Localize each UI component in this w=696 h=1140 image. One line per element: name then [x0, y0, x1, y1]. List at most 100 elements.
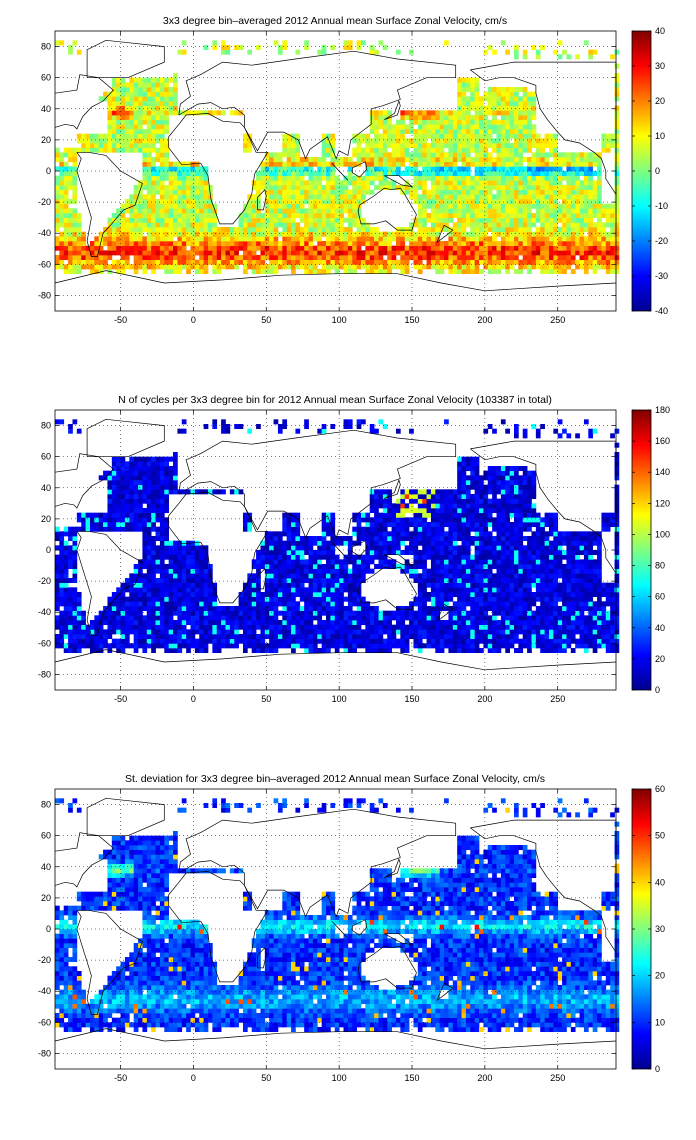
- heatmap-cell: [514, 236, 519, 242]
- heatmap-cell: [72, 152, 78, 158]
- heatmap-cell: [247, 49, 253, 55]
- heatmap-cell: [439, 269, 445, 275]
- heatmap-cell: [203, 269, 209, 275]
- heatmap-cell: [422, 596, 427, 602]
- heatmap-cell: [474, 250, 480, 256]
- heatmap-cell: [194, 166, 200, 172]
- heatmap-cell: [133, 629, 139, 635]
- heatmap-cell: [282, 199, 288, 205]
- heatmap-cell: [81, 133, 86, 139]
- heatmap-cell: [496, 175, 502, 181]
- heatmap-cell: [461, 601, 467, 607]
- heatmap-cell: [531, 194, 537, 200]
- heatmap-cell: [361, 250, 366, 256]
- heatmap-cell: [487, 648, 493, 654]
- heatmap-cell: [282, 161, 288, 167]
- heatmap-cell: [251, 255, 257, 261]
- heatmap-cell: [369, 161, 375, 167]
- heatmap-cell: [282, 227, 288, 233]
- heatmap-cell: [72, 601, 78, 607]
- heatmap-cell: [435, 269, 441, 275]
- heatmap-cell: [496, 601, 502, 607]
- heatmap-cell: [583, 213, 589, 219]
- heatmap-cell: [208, 222, 213, 228]
- heatmap-cell: [430, 601, 436, 607]
- heatmap-cell: [164, 91, 170, 97]
- heatmap-cell: [461, 236, 467, 242]
- heatmap-cell: [59, 236, 65, 242]
- heatmap-cell: [452, 231, 458, 237]
- heatmap-cell: [430, 606, 436, 612]
- heatmap-cell: [548, 208, 554, 214]
- heatmap-cell: [470, 96, 476, 102]
- heatmap-cell: [124, 629, 130, 635]
- heatmap-cell: [159, 129, 165, 135]
- heatmap-cell: [553, 133, 559, 139]
- heatmap-cell: [579, 152, 585, 158]
- heatmap-cell: [597, 606, 602, 612]
- heatmap-cell: [343, 264, 349, 270]
- heatmap-cell: [339, 185, 344, 191]
- heatmap-cell: [251, 222, 257, 228]
- heatmap-cell: [557, 634, 563, 640]
- heatmap-cell: [452, 199, 458, 205]
- heatmap-cell: [76, 222, 82, 228]
- heatmap-cell: [400, 129, 406, 135]
- heatmap-cell: [496, 231, 502, 237]
- heatmap-cell: [374, 231, 379, 237]
- heatmap-cell: [575, 643, 580, 649]
- heatmap-cell: [199, 189, 204, 195]
- heatmap-cell: [566, 620, 572, 626]
- heatmap-cell: [273, 161, 279, 167]
- heatmap-cell: [212, 643, 218, 649]
- heatmap-cell: [295, 133, 301, 139]
- heatmap-cell: [430, 624, 436, 630]
- heatmap-cell: [194, 231, 200, 237]
- heatmap-cell: [89, 629, 95, 635]
- heatmap-cell: [426, 110, 432, 116]
- heatmap-cell: [247, 601, 253, 607]
- heatmap-cell: [444, 213, 449, 219]
- heatmap-cell: [540, 213, 545, 219]
- heatmap-cell: [544, 269, 550, 275]
- heatmap-cell: [312, 624, 318, 630]
- heatmap-cell: [452, 171, 458, 177]
- heatmap-cell: [452, 624, 458, 630]
- heatmap-cell: [326, 648, 331, 654]
- heatmap-cell: [444, 152, 449, 158]
- heatmap-cell: [181, 245, 187, 251]
- heatmap-cell: [553, 259, 559, 265]
- heatmap-cell: [527, 147, 532, 153]
- heatmap-cell: [531, 222, 537, 228]
- heatmap-cell: [133, 269, 139, 275]
- heatmap-cell: [151, 648, 156, 654]
- heatmap-cell: [522, 189, 528, 195]
- heatmap-cell: [146, 236, 152, 242]
- heatmap-cell: [426, 264, 432, 270]
- heatmap-cell: [177, 634, 183, 640]
- heatmap-cell: [474, 82, 480, 88]
- heatmap-cell: [260, 634, 266, 640]
- heatmap-cell: [430, 610, 436, 616]
- heatmap-cell: [291, 152, 296, 158]
- heatmap-cell: [588, 255, 594, 261]
- heatmap-cell: [518, 217, 524, 223]
- heatmap-cell: [400, 259, 406, 265]
- heatmap-cell: [251, 227, 257, 233]
- heatmap-cell: [146, 264, 152, 270]
- heatmap-cell: [417, 180, 423, 186]
- heatmap-cell: [330, 227, 336, 233]
- heatmap-cell: [190, 171, 196, 177]
- heatmap-cell: [164, 236, 170, 242]
- heatmap-cell: [417, 185, 423, 191]
- heatmap-cell: [68, 45, 73, 51]
- heatmap-cell: [138, 264, 143, 270]
- heatmap-cell: [492, 105, 497, 111]
- heatmap-cell: [417, 199, 423, 205]
- heatmap-cell: [470, 124, 476, 130]
- heatmap-cell: [334, 245, 340, 251]
- heatmap-cell: [159, 152, 165, 158]
- heatmap-cell: [430, 231, 436, 237]
- heatmap-cell: [146, 87, 152, 93]
- heatmap-cell: [120, 634, 126, 640]
